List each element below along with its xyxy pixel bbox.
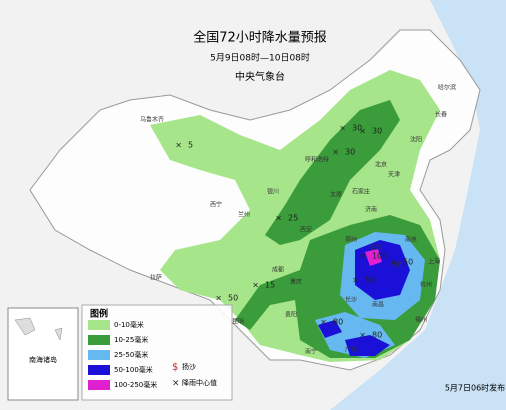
rain-zone: [345, 335, 390, 356]
rain-center-value: 30: [352, 124, 362, 133]
city-label: 长春: [435, 111, 447, 119]
rain-center-value: 30: [345, 148, 355, 157]
legend-swatch: [88, 365, 110, 375]
city-label: 西安: [300, 226, 312, 234]
city-label: 南宁: [305, 348, 317, 356]
rain-center-value: 5: [188, 141, 193, 150]
map-title: 全国72小时降水量预报: [193, 30, 327, 46]
center-symbol: ×: [172, 379, 180, 389]
legend-symbol-label: 降雨中心值: [182, 378, 217, 387]
city-label: 武汉: [370, 244, 382, 252]
city-label: 杭州: [420, 281, 432, 289]
city-label: 重庆: [290, 278, 302, 286]
rain-center-mark: ×: [359, 127, 366, 136]
city-label: 南昌: [372, 301, 384, 309]
legend-swatch: [88, 380, 110, 390]
city-label: 上海: [428, 258, 440, 266]
rain-center-value: 80: [372, 331, 382, 340]
city-label: 福州: [415, 316, 427, 324]
rain-zone: [265, 100, 400, 245]
rain-center-value: 25: [288, 214, 298, 223]
rain-center-value: 30: [372, 127, 382, 136]
issued-time: 5月7日06时发布: [445, 383, 505, 393]
city-label: 太原: [330, 191, 342, 199]
rain-center-value: 50: [228, 294, 238, 303]
rain-center-mark: ×: [332, 148, 339, 157]
legend-label: 25-50毫米: [114, 350, 148, 359]
city-label: 呼和浩特: [305, 156, 329, 164]
city-label: 南京: [405, 236, 417, 244]
rain-center-mark: ×: [352, 276, 359, 285]
city-label: 济南: [365, 206, 377, 214]
rain-center-mark: ×: [275, 214, 282, 223]
rain-zone: [318, 320, 342, 338]
city-label: 昆明: [232, 319, 244, 326]
rain-center-mark: ×: [359, 331, 366, 340]
rain-zone: [365, 249, 382, 266]
city-label: 贵阳: [285, 311, 297, 319]
rain-center-mark: ×: [359, 252, 366, 261]
rain-center-mark: ×: [390, 258, 397, 267]
legend-label: 10-25毫米: [114, 335, 148, 344]
city-label: 石家庄: [352, 188, 370, 196]
legend-swatch: [88, 335, 110, 345]
legend-title: 图例: [90, 308, 108, 320]
rain-center-mark: ×: [175, 141, 182, 150]
city-label: 哈尔滨: [438, 84, 456, 92]
map-subtitle: 5月9日08时—10日08时: [210, 52, 310, 64]
rain-center-mark: ×: [339, 124, 346, 133]
inset-label: 南海诸岛: [29, 355, 57, 364]
rain-center-mark: ×: [320, 318, 327, 327]
city-label: 兰州: [238, 211, 250, 219]
rain-center-mark: ×: [215, 294, 222, 303]
city-label: 银川: [267, 188, 279, 196]
city-label: 西宁: [210, 201, 222, 209]
rain-center-value: 80: [333, 318, 343, 327]
rain-center-value: 50: [365, 276, 375, 285]
legend-label: 0-10毫米: [114, 320, 144, 329]
city-label: 乌鲁木齐: [140, 116, 164, 124]
legend-swatch: [88, 320, 110, 330]
legend-label: 100-250毫米: [114, 380, 157, 389]
city-label: 长沙: [345, 296, 357, 304]
rain-center-value: 100: [372, 252, 387, 261]
rain-center-mark: ×: [252, 281, 259, 290]
issuer: 中央气象台: [235, 70, 285, 83]
sand-symbol: $: [172, 362, 178, 373]
rain-center-value: 15: [265, 281, 275, 290]
city-label: 成都: [272, 266, 284, 274]
legend-label: 50-100毫米: [114, 365, 153, 374]
city-label: 沈阳: [410, 136, 422, 144]
city-label: 拉萨: [150, 274, 162, 282]
city-label: 郑州: [345, 236, 357, 244]
sea: [330, 0, 506, 410]
inset-land: [14, 317, 63, 341]
city-label: 北京: [375, 161, 387, 169]
rain-center-value: 50: [403, 258, 413, 267]
city-label: 合肥: [390, 261, 402, 269]
legend-symbol-label: 扬沙: [182, 362, 196, 371]
legend-swatch: [88, 350, 110, 360]
city-label: 广州: [345, 346, 357, 354]
city-label: 天津: [388, 172, 400, 179]
